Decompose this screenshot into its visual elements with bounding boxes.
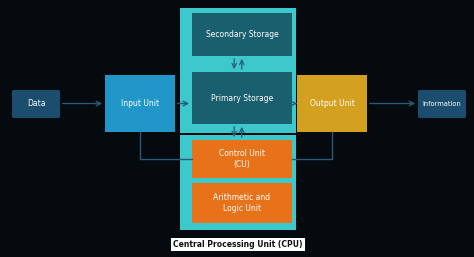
Bar [297, 75, 367, 132]
Bar [192, 183, 292, 223]
FancyBboxPatch shape [12, 90, 60, 118]
Text: Primary Storage: Primary Storage [211, 94, 273, 103]
Bar [180, 8, 296, 133]
Text: Central Processing Unit (CPU): Central Processing Unit (CPU) [173, 240, 303, 249]
Text: Information: Information [423, 101, 461, 107]
Bar [192, 72, 292, 124]
Text: Arithmetic and
Logic Unit: Arithmetic and Logic Unit [213, 193, 271, 213]
Bar [192, 13, 292, 56]
Bar [105, 75, 175, 132]
Text: Input Unit: Input Unit [121, 99, 159, 108]
Text: Data: Data [27, 99, 45, 108]
Text: Control Unit
(CU): Control Unit (CU) [219, 149, 265, 169]
Text: Secondary Storage: Secondary Storage [206, 30, 278, 39]
Text: Output Unit: Output Unit [310, 99, 355, 108]
Bar [180, 135, 296, 230]
FancyBboxPatch shape [418, 90, 466, 118]
Bar [192, 140, 292, 178]
